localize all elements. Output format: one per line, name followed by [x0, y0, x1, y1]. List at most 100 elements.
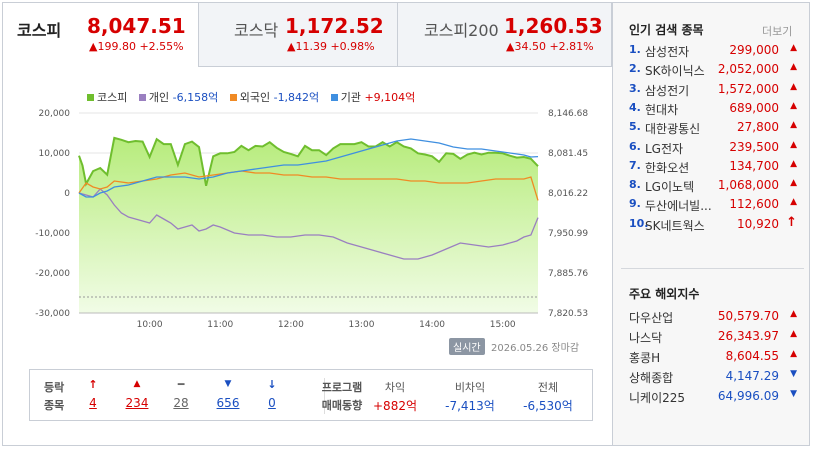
- rank-number: 10.: [629, 216, 649, 230]
- non-arbitrage-header: 비차익: [454, 381, 486, 394]
- stock-price: 1,068,000: [717, 178, 779, 193]
- lower-limit-icon: ↓: [267, 378, 277, 391]
- left-tick-label: -30,000: [35, 309, 70, 319]
- kospi-area: [79, 137, 538, 313]
- upper-limit-count[interactable]: 4: [89, 396, 97, 410]
- overseas-index-item[interactable]: 다우산업 50,579.70 ▲: [629, 309, 805, 328]
- status-badge: 실시간: [449, 338, 485, 355]
- up-arrow-icon: ▲: [790, 43, 797, 53]
- legend-foreign: 외국인 -1,842억: [229, 91, 319, 104]
- rise-count[interactable]: 234: [125, 396, 149, 410]
- index-name[interactable]: 다우산업: [629, 311, 674, 325]
- tab-kospi200[interactable]: 코스피200 1,260.53 ▲34.50 +2.81%: [398, 3, 612, 67]
- rank-number: 1.: [629, 43, 641, 56]
- popular-item[interactable]: 3. 삼성전기 1,572,000 ▲: [629, 82, 805, 101]
- fall-icon: ▼: [224, 379, 232, 389]
- flat-count[interactable]: 28: [173, 396, 189, 410]
- tab-kospi[interactable]: 코스피 8,047.51 ▲199.80 +2.55%: [3, 3, 199, 67]
- overseas-title: 주요 해외지수: [629, 287, 700, 301]
- tab-kosdaq-value: 1,172.52: [285, 14, 384, 38]
- popular-title: 인기 검색 종목: [629, 23, 704, 37]
- stock-name[interactable]: 현대차: [645, 102, 679, 117]
- index-value: 50,579.70: [717, 309, 779, 323]
- left-tick-label: -20,000: [35, 269, 70, 279]
- popular-item[interactable]: 2. SK하이닉스 2,052,000 ▲: [629, 62, 805, 81]
- stock-name[interactable]: 대한광통신: [645, 122, 701, 137]
- chart-legend: 코스피 개인 -6,158억 외국인 -1,842억 기관 +9,104억: [87, 89, 423, 105]
- index-name[interactable]: 니케이225: [629, 391, 686, 405]
- tab-kospi200-name: 코스피200: [424, 21, 499, 40]
- x-tick-label: 12:00: [278, 320, 304, 330]
- popular-item[interactable]: 10. SK네트웍스 10,920 ↑: [629, 215, 805, 236]
- popular-item[interactable]: 9. 두산에너빌... 112,600 ▲: [629, 197, 805, 216]
- timestamp: 2026.05.26 장마감: [491, 343, 580, 354]
- right-tick-label: 8,016.22: [548, 189, 588, 199]
- popular-item[interactable]: 7. 한화오션 134,700 ▲: [629, 159, 805, 178]
- overseas-index-item[interactable]: 니케이225 64,996.09 ▼: [629, 389, 805, 408]
- popular-item[interactable]: 8. LG이노텍 1,068,000 ▲: [629, 178, 805, 197]
- right-tick-label: 7,885.76: [548, 269, 588, 279]
- fall-count[interactable]: 656: [216, 396, 240, 410]
- up-arrow-icon: ▲: [790, 309, 797, 319]
- program-label-top: 프로그램: [321, 381, 363, 394]
- arbitrage-header: 차익: [384, 381, 406, 394]
- program-total-value: -6,530억: [523, 399, 573, 413]
- right-tick-label: 8,146.68: [548, 109, 588, 119]
- overseas-index-item[interactable]: 나스닥 26,343.97 ▲: [629, 329, 805, 348]
- overseas-index-item[interactable]: 상해종합 4,147.29 ▼: [629, 369, 805, 388]
- popular-item[interactable]: 5. 대한광통신 27,800 ▲: [629, 120, 805, 139]
- index-name[interactable]: 홍콩H: [629, 351, 661, 365]
- legend-kospi: 코스피: [87, 91, 127, 104]
- more-link[interactable]: 더보기: [762, 25, 793, 38]
- stock-price: 239,500: [729, 139, 779, 154]
- popular-item[interactable]: 6. LG전자 239,500 ▲: [629, 140, 805, 159]
- foreign-line: [78, 170, 539, 201]
- tab-kospi-value: 8,047.51: [87, 14, 186, 38]
- tab-kospi200-value: 1,260.53: [504, 14, 603, 38]
- stock-name[interactable]: SK하이닉스: [645, 64, 705, 79]
- right-tick-label: 8,081.45: [548, 149, 588, 159]
- tab-kospi200-change: ▲34.50 +2.81%: [506, 40, 594, 53]
- stock-price: 134,700: [729, 158, 779, 173]
- tab-kospi-change: ▲199.80 +2.55%: [89, 40, 184, 53]
- left-tick-label: 20,000: [39, 109, 71, 119]
- index-name[interactable]: 상해종합: [629, 371, 674, 385]
- index-value: 26,343.97: [717, 329, 779, 343]
- lower-limit-count[interactable]: 0: [268, 396, 276, 410]
- legend-swatch: [330, 94, 338, 101]
- stock-name[interactable]: SK네트웍스: [645, 218, 705, 233]
- index-name[interactable]: 나스닥: [629, 331, 663, 345]
- left-tick-label: -10,000: [35, 229, 70, 239]
- up-arrow-icon: ▲: [790, 329, 797, 339]
- sidebar-divider: [621, 268, 804, 269]
- index-value: 64,996.09: [717, 389, 779, 403]
- institution-line: [78, 138, 539, 198]
- market-breadth-panel: 등락 종목 ↑ 4 ▲ 234 ━ 28 ▼ 656 ↓ 0 프로그램 매매동향…: [29, 369, 593, 421]
- stock-name[interactable]: 두산에너빌...: [645, 199, 712, 214]
- up-arrow-icon: ▲: [790, 120, 797, 131]
- rise-icon: ▲: [133, 379, 141, 389]
- overseas-index-item[interactable]: 홍콩H 8,604.55 ▲: [629, 349, 805, 368]
- program-total-header: 전체: [537, 381, 559, 394]
- down-arrow-icon: ▼: [790, 369, 797, 379]
- stock-name[interactable]: LG전자: [645, 141, 684, 156]
- popular-item[interactable]: 4. 현대차 689,000 ▲: [629, 101, 805, 120]
- legend-institution: 기관 +9,104억: [330, 91, 415, 104]
- legend-swatch: [138, 94, 146, 101]
- arbitrage-value: +882억: [373, 399, 417, 413]
- rank-number: 9.: [629, 197, 641, 211]
- stock-name[interactable]: 삼성전자: [645, 45, 690, 59]
- tab-kosdaq-change: ▲11.39 +0.98%: [287, 40, 375, 53]
- rank-number: 7.: [629, 158, 641, 172]
- right-tick-label: 7,820.53: [548, 309, 588, 319]
- index-value: 4,147.29: [725, 369, 779, 383]
- stock-name[interactable]: LG이노텍: [645, 180, 695, 195]
- kospi-line: [78, 136, 539, 187]
- tab-kosdaq[interactable]: 코스닥 1,172.52 ▲11.39 +0.98%: [199, 3, 398, 67]
- up-arrow-icon: ▲: [790, 100, 797, 111]
- panel-divider: [324, 378, 325, 414]
- stock-name[interactable]: 한화오션: [645, 160, 690, 175]
- stock-name[interactable]: 삼성전기: [645, 83, 690, 98]
- popular-item[interactable]: 1. 삼성전자 299,000 ▲: [629, 43, 805, 62]
